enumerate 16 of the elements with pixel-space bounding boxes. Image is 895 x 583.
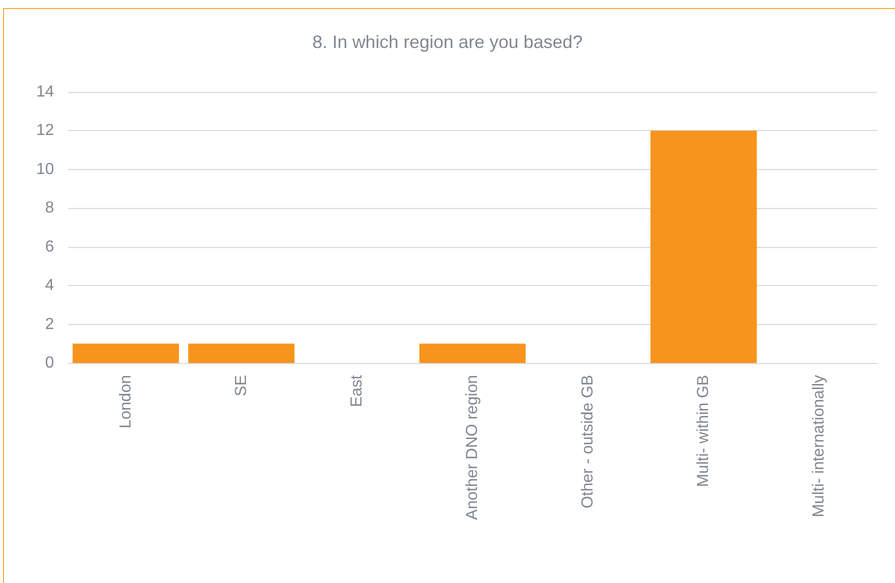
x-tick-label: East: [348, 374, 366, 408]
x-tick-label: Multi- internationally: [810, 375, 828, 518]
chart-title: 8. In which region are you based?: [312, 32, 583, 52]
y-tick-label: 6: [45, 238, 54, 256]
x-tick-label: Other - outside GB: [580, 375, 597, 508]
y-tick-label: 8: [45, 200, 54, 217]
x-tick-label: Another DNO region: [464, 375, 481, 520]
y-tick-label: 12: [36, 122, 54, 140]
y-tick-label: 0: [45, 354, 54, 372]
y-tick-label: 10: [36, 160, 54, 178]
x-tick-label: SE: [232, 375, 250, 396]
y-tick-label: 14: [36, 84, 54, 100]
x-tick-label: London: [117, 375, 134, 428]
x-tick-label: Multi- within GB: [695, 375, 712, 488]
y-tick-label: 4: [45, 277, 54, 294]
y-tick-label: 2: [45, 316, 54, 333]
